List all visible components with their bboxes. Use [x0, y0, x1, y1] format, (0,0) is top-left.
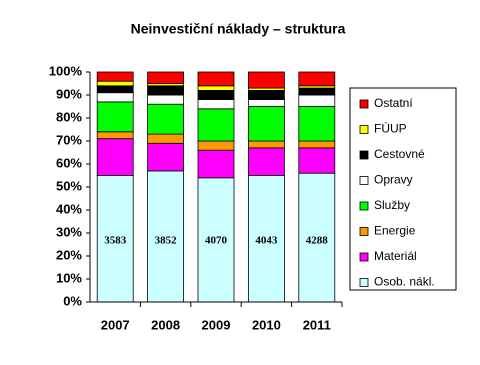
- legend-swatch: [359, 201, 369, 211]
- chart-title: Neinvestiční náklady – struktura: [131, 21, 346, 37]
- bar-segment: [197, 108, 235, 142]
- bar-segment: [147, 133, 185, 144]
- bar-segment: [298, 94, 336, 107]
- bar-segment: [197, 149, 235, 179]
- legend-label: Osob. nákl.: [374, 275, 435, 289]
- bar-segment: [197, 71, 235, 87]
- bar-segment: [197, 140, 235, 151]
- bar-segment: [147, 142, 185, 172]
- bar-segment: [96, 71, 134, 82]
- bar-segment: [298, 106, 336, 142]
- x-tick-label: 2008: [151, 317, 180, 332]
- bar-segment: [96, 101, 134, 133]
- bar-segment: [247, 147, 285, 176]
- bar-annotation: 4070: [205, 235, 228, 247]
- bar-segment: [298, 147, 336, 174]
- legend-swatch: [359, 150, 369, 160]
- legend-swatch: [359, 278, 369, 287]
- legend-swatch: [359, 99, 369, 109]
- legend-swatch: [359, 227, 369, 236]
- bar-segment: [147, 71, 185, 84]
- y-tick-label: 20%: [56, 247, 82, 262]
- x-tick-label: 2011: [303, 317, 331, 332]
- bar-segment: [147, 85, 185, 96]
- y-tick-label: 60%: [56, 155, 82, 170]
- x-tick-label: 2010: [252, 317, 281, 332]
- bar-segment: [298, 172, 336, 303]
- bar-segment: [298, 71, 336, 87]
- y-tick-label: 90%: [56, 86, 82, 101]
- bar-segment: [147, 94, 185, 105]
- bar-annotation: 4043: [255, 235, 278, 247]
- bar-annotation: 4288: [306, 235, 329, 247]
- bar-segment: [247, 175, 285, 303]
- bar-segment: [247, 140, 285, 149]
- legend-swatch: [359, 176, 369, 185]
- bar-segment: [197, 99, 235, 110]
- bar-segment: [247, 106, 285, 142]
- bar-segment: [96, 138, 134, 176]
- bar-segment: [197, 177, 235, 303]
- y-tick-label: 70%: [56, 132, 82, 147]
- bar-segment: [247, 90, 285, 101]
- bar-segment: [96, 131, 134, 140]
- legend-swatch: [359, 125, 369, 134]
- x-tick-label: 2009: [202, 317, 231, 332]
- legend-label: Služby: [374, 198, 410, 212]
- bar-annotation: 3852: [155, 235, 178, 247]
- y-tick-label: 100%: [49, 63, 83, 78]
- bar-segment: [96, 80, 134, 87]
- legend-label: FÚUP: [374, 121, 407, 136]
- x-tick-label: 2007: [101, 317, 130, 332]
- legend-label: Energie: [374, 224, 416, 238]
- bar-segment: [96, 175, 134, 303]
- bar-segment: [96, 85, 134, 94]
- y-tick-label: 0%: [63, 293, 82, 308]
- legend-label: Cestovné: [374, 147, 425, 161]
- bar-segment: [147, 103, 185, 135]
- y-tick-label: 10%: [56, 270, 82, 285]
- y-tick-label: 30%: [56, 224, 82, 239]
- bar-segment: [298, 140, 336, 149]
- y-tick-label: 40%: [56, 201, 82, 216]
- y-tick-label: 80%: [56, 109, 82, 124]
- bar-segment: [197, 90, 235, 101]
- bar-segment: [247, 71, 285, 89]
- legend-label: Ostatní: [374, 96, 413, 110]
- y-tick-label: 50%: [56, 178, 82, 193]
- legend-label: Materiál: [374, 249, 417, 263]
- bar-segment: [298, 87, 336, 96]
- bar-segment: [197, 85, 235, 91]
- bar-annotation: 3583: [104, 235, 127, 247]
- legend-swatch: [359, 252, 369, 262]
- bar-segment: [247, 99, 285, 107]
- legend-label: Opravy: [374, 173, 413, 187]
- bar-segment: [96, 92, 134, 103]
